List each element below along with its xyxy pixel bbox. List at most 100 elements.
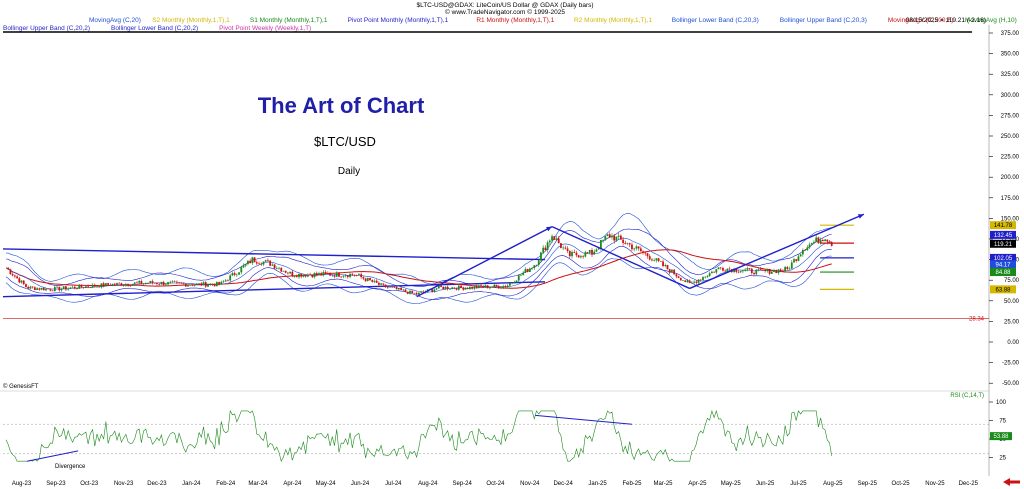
candle-body xyxy=(200,283,203,286)
legend-item: Bollinger Upper Band (C,20,3) xyxy=(780,17,867,24)
candle-body xyxy=(91,284,94,288)
candle-body xyxy=(446,286,449,290)
candle-body xyxy=(247,260,249,265)
candle-body xyxy=(335,272,338,277)
candle-body xyxy=(27,286,30,289)
month-label: Oct-25 xyxy=(892,481,911,487)
candle-body xyxy=(588,249,591,253)
candle-body xyxy=(271,264,274,266)
month-label: Apr-25 xyxy=(688,481,707,487)
candle-body xyxy=(575,252,578,256)
candle-body xyxy=(830,242,833,246)
candle-body xyxy=(45,288,47,291)
candle-body xyxy=(768,268,771,274)
candle-body xyxy=(295,276,298,278)
legend-row-1: MovingAvg (C,20) S2 Monthly (Monthly,1,T)… xyxy=(89,17,1017,24)
candle-body xyxy=(231,273,234,276)
month-label: Nov-25 xyxy=(925,481,945,487)
candle-body xyxy=(813,241,815,244)
candle-body xyxy=(11,274,14,276)
candle-body xyxy=(537,260,540,265)
candle-body xyxy=(262,261,265,265)
candle-body xyxy=(373,280,376,282)
candle-body xyxy=(653,260,656,261)
candle-body xyxy=(309,274,311,276)
watermark: © GenesisFT xyxy=(3,383,39,390)
scroll-left-arrow[interactable] xyxy=(1003,478,1020,486)
candle-body xyxy=(47,288,50,290)
candle-body xyxy=(593,251,596,255)
candle-body xyxy=(213,284,216,287)
month-label: May-25 xyxy=(721,481,742,487)
candle-body xyxy=(515,280,518,283)
price-tick-label: 225.00 xyxy=(1001,155,1020,161)
trend-lines xyxy=(416,213,865,298)
candle-body xyxy=(366,277,369,281)
price-label: 141.78 xyxy=(994,223,1013,229)
candle-body xyxy=(508,283,511,286)
month-label: Jul-24 xyxy=(385,481,402,487)
candle-body xyxy=(304,274,307,277)
candle-body xyxy=(775,270,778,273)
candle-body xyxy=(717,267,720,270)
candle-body xyxy=(668,269,671,273)
candle-body xyxy=(671,269,673,273)
month-label: Feb-25 xyxy=(622,481,642,487)
candle-body xyxy=(788,268,791,270)
price-label: 119.21 xyxy=(994,242,1013,248)
price-tick-label: -50.00 xyxy=(1002,381,1020,387)
legend-item: Pivot Point Monthly (Monthly,1,T),1 xyxy=(348,17,449,24)
candle-body xyxy=(118,282,121,284)
candle-body xyxy=(546,242,549,251)
candle-body xyxy=(240,267,243,273)
candle-body xyxy=(269,260,272,266)
candle-body xyxy=(306,274,309,277)
candle-body xyxy=(358,274,360,276)
candle-body xyxy=(420,291,422,293)
candle-body xyxy=(198,283,201,284)
candle-body xyxy=(313,273,316,278)
chart-copyright: © www.TradeNavigator.com © 1999-2025 xyxy=(445,8,565,16)
month-label: Dec-24 xyxy=(553,481,573,487)
candle-body xyxy=(619,235,622,240)
month-label: Apr-24 xyxy=(283,481,302,487)
candle-body xyxy=(615,236,618,241)
candle-body xyxy=(222,281,225,283)
candle-body xyxy=(33,287,36,290)
rsi-pane: 53.88 xyxy=(3,409,1012,463)
candle-body xyxy=(642,251,644,253)
candle-body xyxy=(451,287,454,289)
candle-body xyxy=(384,284,387,288)
legend-row-2: Bollinger Upper Band (C,20,2) Bollinger L… xyxy=(3,25,311,32)
candle-body xyxy=(338,272,340,277)
candle-body xyxy=(56,286,58,288)
candle-body xyxy=(65,286,67,290)
candle-body xyxy=(431,289,434,292)
candle-body xyxy=(526,269,529,272)
candle-body xyxy=(631,244,633,250)
candlesticks xyxy=(7,232,833,296)
candle-body xyxy=(249,260,252,264)
candle-body xyxy=(762,269,764,271)
month-label: Dec-25 xyxy=(959,481,979,487)
candle-body xyxy=(497,286,500,289)
candle-body xyxy=(164,284,167,286)
candle-body xyxy=(180,282,183,284)
candle-body xyxy=(20,280,23,283)
rsi-tick-label: 100 xyxy=(996,400,1007,406)
candle-body xyxy=(258,263,260,265)
price-tick-label: 350.00 xyxy=(1001,52,1020,58)
candle-body xyxy=(679,277,682,281)
month-label: Sep-24 xyxy=(452,481,472,487)
candle-body xyxy=(677,276,680,278)
candle-body xyxy=(628,243,631,245)
rsi-line xyxy=(5,409,832,463)
candle-body xyxy=(127,283,129,286)
candle-body xyxy=(817,237,820,244)
candle-body xyxy=(633,248,636,250)
candle-body xyxy=(606,234,609,237)
candle-body xyxy=(282,270,285,272)
candle-body xyxy=(486,285,489,289)
candle-body xyxy=(724,270,727,272)
candle-body xyxy=(657,258,660,261)
